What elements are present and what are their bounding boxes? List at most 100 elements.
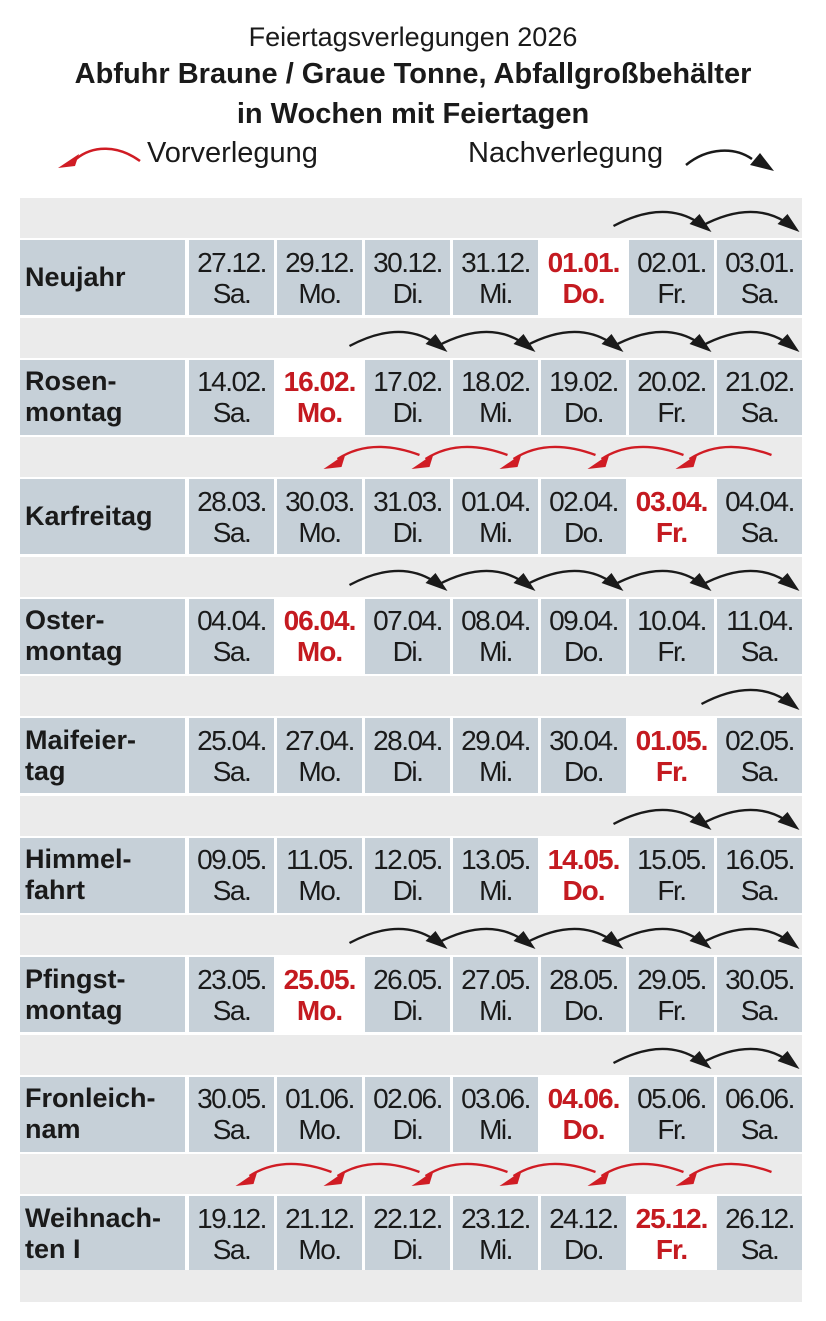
date-cell: 08.04. Mi. — [453, 598, 538, 674]
nachverlegung-arrow-icon — [700, 688, 800, 710]
date-cell: 22.12. Di. — [365, 1196, 450, 1271]
date-label: 14.05. — [547, 844, 621, 875]
vorverlegung-arrow-icon — [587, 1162, 684, 1186]
holiday-date-cell: 03.04. Fr. — [629, 479, 714, 554]
date-label: 02.04. — [549, 485, 619, 517]
nachverlegung-arrow-icon — [700, 808, 800, 830]
date-label: 27.04. — [285, 724, 355, 756]
vorverlegung-arrow-icon — [235, 1162, 332, 1186]
date-label: 27.12. — [197, 246, 267, 278]
date-cell: 31.12. Mi. — [453, 240, 538, 315]
date-label: 30.05. — [725, 963, 795, 995]
date-label: 20.02. — [637, 366, 707, 397]
date-label: 19.12. — [197, 1202, 267, 1234]
date-cell: 26.12. Sa. — [717, 1196, 802, 1271]
arrow-band — [20, 437, 802, 477]
date-cell: 02.01. Fr. — [629, 240, 714, 315]
date-cell: 04.04. Sa. — [189, 598, 274, 674]
holiday-name: Neujahr — [20, 240, 185, 315]
date-cell: 28.04. Di. — [365, 718, 450, 793]
weekday-label: Di. — [392, 516, 424, 548]
weekday-label: Fr. — [655, 516, 688, 548]
date-label: 02.05. — [725, 724, 795, 756]
arrow-band — [20, 556, 802, 597]
nachverlegung-arrow-icon — [436, 927, 536, 949]
date-label: 29.05. — [637, 963, 707, 995]
date-cell: 11.05. Mo. — [277, 837, 362, 913]
arrow-band — [20, 317, 802, 358]
weekday-label: Sa. — [740, 516, 780, 548]
nachverlegung-arrow-icon — [612, 330, 712, 352]
holiday-date-cell: 01.01. Do. — [541, 240, 626, 315]
date-cell: 26.05. Di. — [365, 957, 450, 1032]
holiday-row: Weihnach-ten I 19.12. Sa. 21.12. Mo. 22.12. Di… — [20, 1196, 802, 1271]
shift-arrows — [612, 808, 800, 830]
date-label: 21.12. — [285, 1202, 355, 1234]
date-label: 02.06. — [373, 1083, 443, 1114]
date-label: 21.02. — [725, 366, 795, 397]
weekday-label: Mo. — [296, 397, 343, 428]
weekday-label: Mi. — [479, 516, 513, 548]
date-cell: 11.04. Sa. — [717, 598, 802, 674]
holiday-date-cell: 14.05. Do. — [541, 837, 626, 913]
vorverlegung-arrow-icon — [411, 1162, 508, 1186]
weekday-label: Do. — [563, 755, 605, 787]
holiday-name-line: Neujahr — [25, 262, 126, 292]
holiday-name: Weihnach-ten I — [20, 1196, 185, 1271]
vorverlegung-arrow-icon — [499, 1162, 596, 1186]
shift-arrows — [348, 927, 800, 949]
weekday-label: Do. — [563, 516, 605, 548]
holiday-name-line: Himmel- — [25, 844, 132, 874]
holiday-row: Rosen-montag 14.02. Sa. 16.02. Mo. 17.02. Di. 1… — [20, 359, 802, 435]
nachverlegung-arrow-icon — [348, 330, 448, 352]
weekday-label: Do. — [562, 875, 605, 906]
date-cell: 02.06. Di. — [365, 1076, 450, 1152]
date-cell: 19.12. Sa. — [189, 1196, 274, 1271]
weekday-label: Mo. — [298, 277, 342, 309]
weekday-label: Sa. — [740, 994, 780, 1026]
holiday-date-cell: 25.12. Fr. — [629, 1196, 714, 1271]
holiday-date-cell: 16.02. Mo. — [277, 359, 362, 435]
date-cell: 30.05. Sa. — [189, 1076, 274, 1152]
shift-arrows — [348, 569, 800, 591]
date-cell: 02.05. Sa. — [717, 718, 802, 793]
date-label: 31.03. — [373, 485, 443, 517]
holiday-date-cell: 06.04. Mo. — [277, 598, 362, 674]
date-cell: 05.06. Fr. — [629, 1076, 714, 1152]
weekday-label: Di. — [392, 1114, 424, 1145]
holiday-name-line: montag — [25, 994, 123, 1025]
date-label: 25.04. — [197, 724, 267, 756]
legend-vorverlegung-label: Vorverlegung — [147, 137, 318, 169]
date-label: 04.04. — [725, 485, 795, 517]
holiday-date-cell: 25.05. Mo. — [277, 957, 362, 1032]
holiday-name-line: tag — [25, 755, 66, 786]
date-cell: 29.04. Mi. — [453, 718, 538, 793]
date-cell: 12.05. Di. — [365, 837, 450, 913]
vorverlegung-arrow-icon — [411, 445, 508, 469]
vorverlegung-arrow-icon — [675, 445, 772, 469]
holiday-name: Karfreitag — [20, 479, 185, 554]
date-cell: 29.05. Fr. — [629, 957, 714, 1032]
date-cell: 01.06. Mo. — [277, 1076, 362, 1152]
date-label: 13.05. — [461, 844, 531, 875]
holiday-name: Oster-montag — [20, 598, 185, 674]
arrow-band — [20, 1034, 802, 1075]
date-label: 29.04. — [461, 724, 531, 756]
nachverlegung-arrow-icon — [524, 569, 624, 591]
weekday-label: Sa. — [740, 1114, 780, 1145]
vorverlegung-arrow-icon — [323, 445, 420, 469]
date-cell: 09.05. Sa. — [189, 837, 274, 913]
shift-arrows — [700, 688, 800, 710]
nachverlegung-arrow-icon — [348, 569, 448, 591]
date-label: 28.05. — [549, 963, 619, 995]
date-label: 01.04. — [461, 485, 531, 517]
date-label: 11.04. — [726, 605, 794, 636]
weekday-label: Fr. — [657, 277, 687, 309]
weekday-label: Sa. — [740, 875, 780, 906]
date-label: 22.12. — [373, 1202, 443, 1234]
weekday-label: Sa. — [212, 994, 252, 1026]
date-cell: 03.06. Mi. — [453, 1076, 538, 1152]
date-label: 03.04. — [635, 485, 709, 517]
table-footer-band — [20, 1270, 802, 1302]
nachverlegung-arrow-icon — [524, 927, 624, 949]
